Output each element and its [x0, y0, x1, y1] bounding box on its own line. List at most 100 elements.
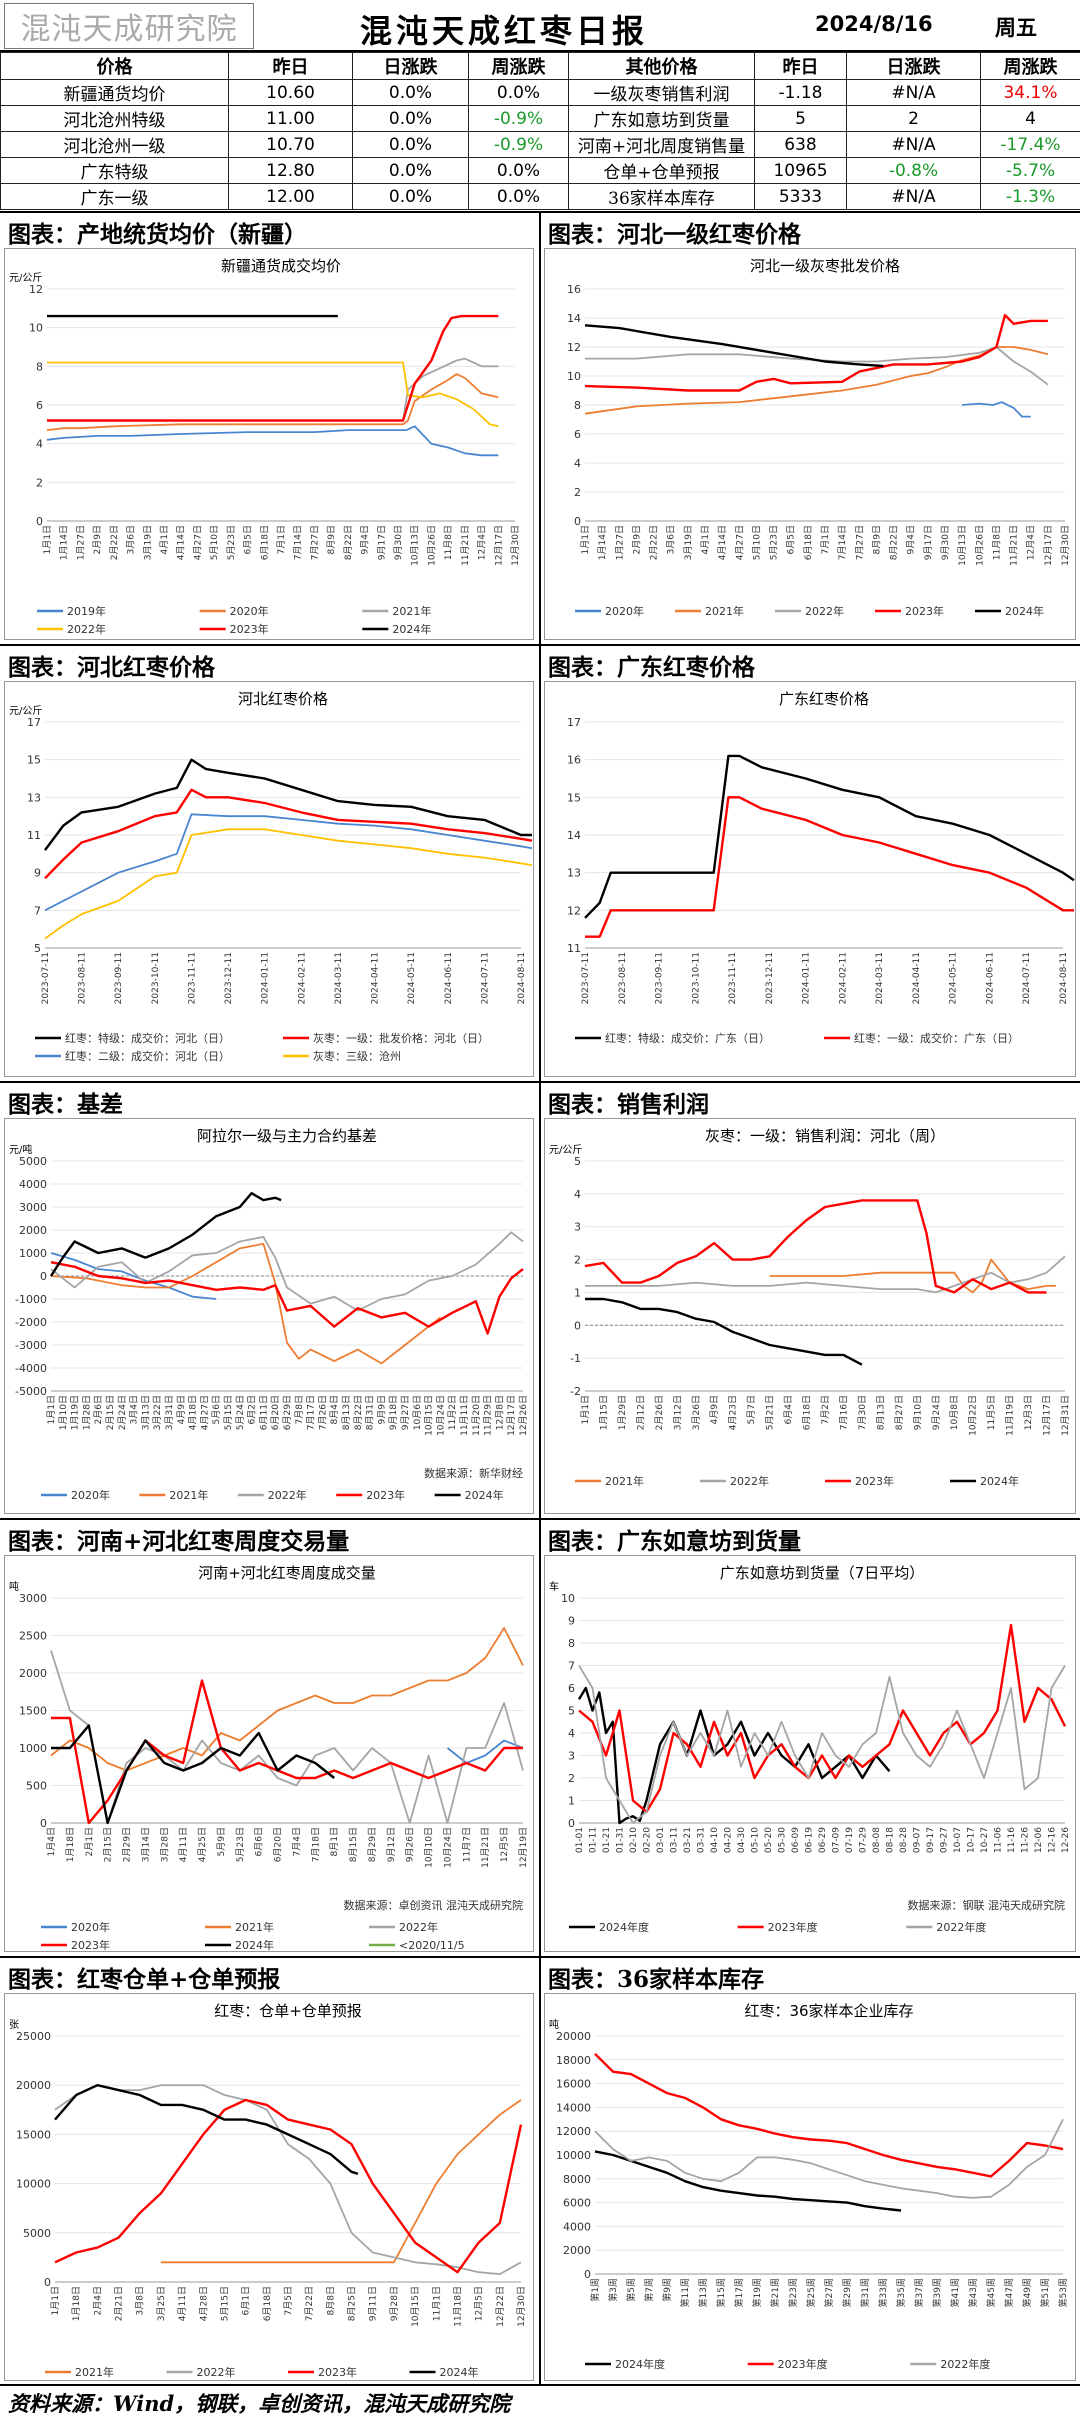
series-line [50, 1252, 217, 1300]
x-tick-label: 02-10 [629, 1827, 639, 1853]
section-title: 图表：河北红枣价格 [8, 654, 215, 681]
x-tick-label: 2023-10-11 [151, 952, 161, 1004]
x-tick-label: 9月24日 [931, 1395, 942, 1430]
y-tick-label: 500 [26, 1780, 47, 1793]
series-line [594, 2118, 1064, 2199]
y-tick-label: 2000 [19, 1224, 47, 1237]
x-tick-label: 9月4日 [360, 525, 371, 554]
x-tick-label: 12月17日 [493, 525, 504, 566]
x-tick-label: 第19周 [751, 2278, 763, 2307]
y-tick-label: 15000 [16, 2128, 51, 2141]
chart-hebei-grade1-price: 河北一级灰枣批发价格 0 2 4 6 8 10 12 14 16 1月1日 1月14日 1月27日 2月9… [544, 248, 1076, 640]
x-tick-label: 8月25日 [347, 2286, 358, 2321]
series-line [584, 1199, 1047, 1294]
series-line [47, 314, 499, 422]
y-tick-label: 1500 [19, 1705, 47, 1718]
y-tick-label: 8000 [563, 2173, 591, 2186]
series-line [50, 1650, 524, 1824]
series-line [44, 758, 532, 851]
x-tick-label: 6月2日 [247, 1395, 258, 1424]
x-tick-label: 7月8日 [294, 1395, 305, 1424]
x-tick-label: 10月13日 [410, 525, 421, 566]
x-tick-label: 7月2日 [820, 1395, 831, 1424]
table-cell: 0.0% [352, 79, 469, 106]
x-tick-label: 07-29 [859, 1827, 869, 1853]
x-tick-label: 11月19日 [1005, 1395, 1016, 1436]
chart-title: 红枣：仓单+仓单预报 [214, 2002, 362, 2020]
x-tick-label: 03-01 [656, 1827, 666, 1853]
x-tick-label: 1月28日 [81, 1395, 92, 1430]
y-tick-label: 0 [584, 2268, 591, 2281]
x-tick-label: 3月6日 [666, 525, 677, 554]
series-line [54, 2098, 523, 2274]
x-tick-label: 10月15日 [424, 1395, 435, 1436]
y-tick-label: 4 [574, 457, 581, 470]
x-tick-label: 1月15日 [598, 1395, 609, 1430]
y-tick-label: 12 [29, 283, 43, 296]
x-tick-label: 11月1日 [431, 2286, 442, 2321]
chart-svg: 广东红枣价格 11 12 13 14 15 16 17 2023-07-11 2023-08-11… [567, 690, 1075, 1045]
y-tick-label: 1000 [19, 1247, 47, 1260]
y-tick-label: 4000 [563, 2220, 591, 2233]
y-tick-label: 13 [27, 791, 41, 804]
series-line [584, 313, 1048, 392]
table-cell: 638 [754, 131, 847, 158]
y-tick-label: 3000 [19, 1592, 47, 1605]
x-tick-label: 09-07 [913, 1827, 923, 1853]
x-tick-label: 2024-02-11 [838, 952, 848, 1004]
x-tick-label: 09-17 [926, 1827, 936, 1853]
x-tick-label: 第35周 [895, 2278, 907, 2307]
x-tick-label: 5月9日 [216, 1827, 227, 1856]
x-tick-label: 4月27日 [734, 525, 745, 560]
x-tick-label: 03-21 [683, 1827, 693, 1853]
x-tick-label: 6月18日 [803, 525, 814, 560]
x-tick-label: 8月22日 [353, 1395, 364, 1430]
legend-label: 2022年 [268, 1488, 307, 1502]
x-tick-label: 4月9日 [176, 1395, 187, 1424]
chart-title: 红枣：36家样本企业库存 [744, 2002, 913, 2020]
x-tick-label: 6月5日 [786, 525, 797, 554]
y-tick-label: 6 [36, 399, 43, 412]
x-tick-label: 9月26日 [405, 1827, 416, 1862]
x-tick-label: 12月22日 [495, 2286, 506, 2327]
legend-label: 2022年 [805, 604, 844, 618]
x-tick-label: 4月25日 [197, 1827, 208, 1862]
x-tick-label: 第13周 [697, 2278, 709, 2307]
y-tick-label: 0 [574, 515, 581, 528]
x-tick-label: 2024-07-11 [1022, 952, 1032, 1004]
x-tick-label: 9月4日 [906, 525, 917, 554]
y-tick-label: 2000 [19, 1667, 47, 1680]
x-tick-label: 2月6日 [93, 1395, 104, 1424]
brand-logo: 混沌天成研究院 [4, 3, 254, 49]
x-tick-label: 11月20日 [471, 1395, 482, 1436]
y-tick-label: 4 [36, 438, 43, 451]
table-cell: 广东特级 [0, 157, 229, 184]
legend-label: 2021年 [75, 2365, 114, 2379]
x-tick-label: 11月21日 [480, 1827, 491, 1868]
table-cell: 10965 [754, 157, 847, 184]
x-tick-label: 2月24日 [117, 1395, 128, 1430]
x-tick-label: 5月7日 [746, 1395, 757, 1424]
x-tick-label: 1月4日 [46, 1827, 57, 1856]
x-tick-label: 4月1日 [159, 525, 170, 554]
x-tick-label: 11-26 [1021, 1827, 1031, 1853]
legend-label: <2020/11/5 [399, 1939, 465, 1951]
table-cell: -1.18 [754, 79, 847, 106]
y-tick-label: 14 [567, 829, 581, 842]
x-tick-label: 1月1日 [580, 525, 591, 554]
legend-label: 2020年 [230, 604, 269, 618]
x-tick-label: 10月10日 [424, 1827, 435, 1868]
x-tick-label: 2月29日 [122, 1827, 133, 1862]
x-tick-label: 第21周 [769, 2278, 781, 2307]
x-tick-label: 9月30日 [393, 525, 404, 560]
x-tick-label: 5月23日 [769, 525, 780, 560]
x-tick-label: 2024-08-11 [1059, 952, 1069, 1004]
legend-label: 2023年 [318, 2365, 357, 2379]
x-tick-label: 2月22日 [109, 525, 120, 560]
table-cell: 0.0% [352, 183, 469, 210]
legend-label: 2021年 [169, 1488, 208, 1502]
x-tick-label: 1月27日 [614, 525, 625, 560]
x-tick-label: 8月31日 [365, 1395, 376, 1430]
table-cell: 河南+河北周度销售量 [568, 131, 755, 158]
x-tick-label: 7月14日 [837, 525, 848, 560]
